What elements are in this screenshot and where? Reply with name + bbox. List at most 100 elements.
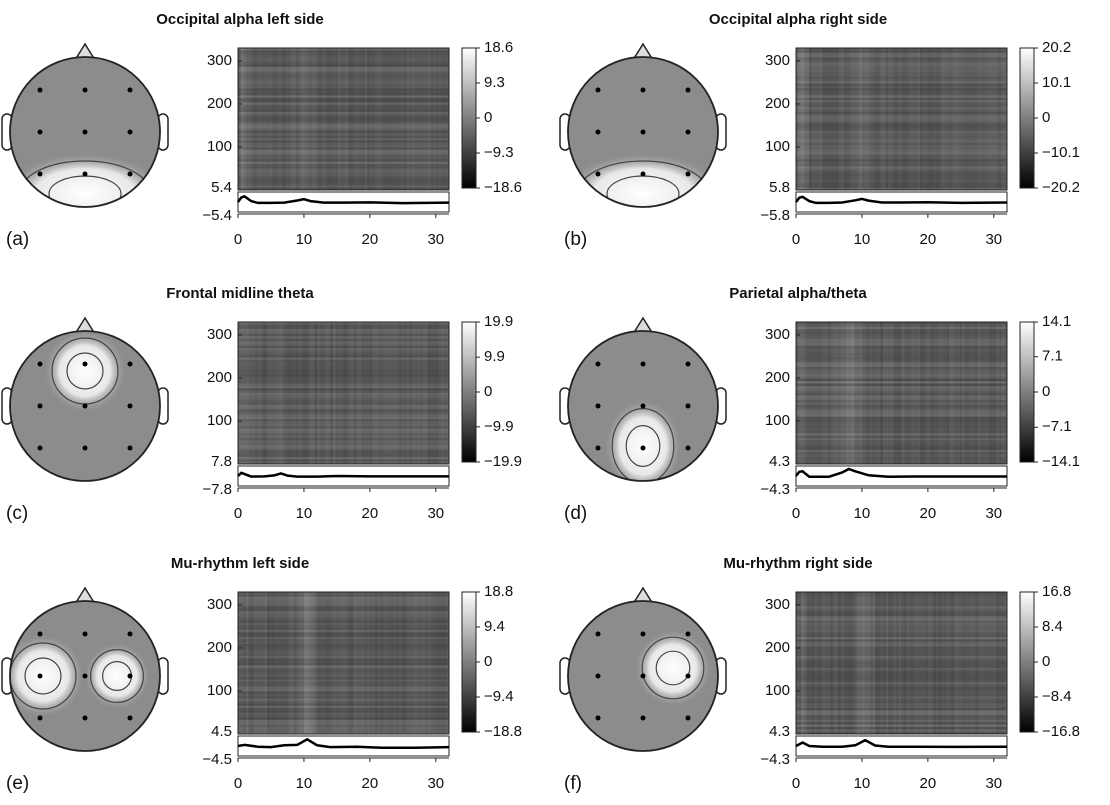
heatmap-stripe xyxy=(948,592,953,734)
y-tick-label: 300 xyxy=(207,52,232,69)
heatmap-row xyxy=(238,724,449,727)
heatmap-stripe xyxy=(398,592,402,734)
heatmap-row xyxy=(796,601,1007,603)
heatmap-stripe xyxy=(983,592,987,734)
heatmap-row xyxy=(238,445,449,448)
heatmap-stripe xyxy=(988,48,992,190)
heatmap-row xyxy=(238,649,449,651)
heatmap-row xyxy=(238,722,449,725)
heatmap-stripe xyxy=(972,322,976,464)
heatmap-stripe xyxy=(422,592,426,734)
heatmap-stripe xyxy=(933,48,937,190)
heatmap-stripe xyxy=(322,322,326,464)
heatmap-stripe xyxy=(325,322,329,464)
colorbar xyxy=(461,47,477,189)
electrode xyxy=(640,673,646,679)
panel-title: Mu-rhythm right side xyxy=(723,555,872,572)
heatmap-row xyxy=(238,454,449,457)
electrode xyxy=(37,87,43,93)
heatmap-stripe xyxy=(996,322,1000,464)
heatmap-stripe xyxy=(311,48,315,190)
heatmap-frame xyxy=(237,47,450,191)
heatmap-stripe xyxy=(430,322,434,464)
heatmap-row xyxy=(796,116,1007,119)
panel: Parietal alpha/theta(d)1002003004.3−4.30… xyxy=(559,285,1080,524)
heatmap-row xyxy=(238,407,449,410)
heatmap-row xyxy=(796,355,1007,357)
heatmap-stripe xyxy=(798,48,802,190)
heatmap-stripe xyxy=(427,48,431,190)
heatmap-row xyxy=(796,176,1007,178)
topomap xyxy=(10,152,160,207)
heatmap-row xyxy=(796,385,1007,389)
heatmap-row xyxy=(238,84,449,86)
heatmap-row xyxy=(796,173,1007,176)
electrode xyxy=(685,361,691,367)
heatmap-stripe xyxy=(375,322,379,464)
heatmap-stripe xyxy=(840,322,844,464)
heatmap-stripe xyxy=(274,48,278,190)
electrode xyxy=(640,361,646,367)
heatmap-stripe xyxy=(840,592,844,734)
heatmap-stripe xyxy=(801,592,805,734)
electrode xyxy=(685,403,691,409)
x-tick-label: 30 xyxy=(985,505,1002,522)
heatmap-stripe xyxy=(909,48,913,190)
topomap xyxy=(633,628,713,708)
heatmap-stripe xyxy=(919,48,923,190)
heatmap-stripe xyxy=(977,48,982,190)
heatmap-stripe xyxy=(951,48,955,190)
electrode xyxy=(37,403,43,409)
topo-contour xyxy=(625,425,661,468)
heatmap-row xyxy=(238,345,449,349)
heatmap-stripe xyxy=(364,592,368,734)
heatmap-stripe xyxy=(404,592,408,734)
heatmap-stripe xyxy=(848,592,852,734)
heatmap-row xyxy=(796,622,1007,626)
heatmap-stripe xyxy=(991,592,995,734)
heatmap-stripe xyxy=(832,592,836,734)
heatmap-row xyxy=(796,350,1007,352)
heatmap-row xyxy=(796,143,1007,145)
heatmap-stripe xyxy=(975,322,979,464)
heatmap-row xyxy=(238,107,449,110)
heatmap-row xyxy=(796,133,1007,135)
heatmap-row xyxy=(238,729,449,732)
heatmap-row xyxy=(238,686,449,690)
heatmap-stripe xyxy=(306,592,310,734)
heatmap-stripe xyxy=(446,322,450,464)
heatmap-stripe xyxy=(885,592,889,734)
heatmap-stripe xyxy=(330,322,334,464)
heatmap-row xyxy=(796,710,1007,713)
heatmap-row xyxy=(238,623,449,625)
heatmap-stripe xyxy=(912,48,916,190)
heatmap-stripe xyxy=(993,48,997,190)
heatmap-stripe xyxy=(890,322,894,464)
nose xyxy=(74,316,96,335)
heatmap-row xyxy=(238,416,449,420)
heatmap-stripe xyxy=(909,322,913,464)
heatmap-row xyxy=(796,334,1007,336)
heatmap-row xyxy=(796,663,1007,666)
colorbar-tick-label: 9.9 xyxy=(484,348,505,365)
heatmap-stripe xyxy=(404,322,408,464)
heatmap-row xyxy=(238,90,449,93)
nose xyxy=(632,586,654,605)
heatmap-row xyxy=(796,185,1007,188)
heatmap-row xyxy=(238,331,449,334)
heatmap-stripe xyxy=(888,322,892,464)
heatmap-row xyxy=(796,331,1007,334)
heatmap-stripe xyxy=(375,592,379,734)
electrode xyxy=(640,715,646,721)
heatmap-stripe xyxy=(888,48,892,190)
heatmap-stripe xyxy=(985,48,989,190)
heatmap-stripe xyxy=(433,48,437,190)
heatmap-row xyxy=(238,642,449,644)
heatmap-stripe xyxy=(267,592,271,734)
heatmap-stripe xyxy=(875,322,879,464)
heatmap-stripe xyxy=(806,592,810,734)
heatmap-row xyxy=(238,133,449,136)
heatmap-row xyxy=(238,719,449,723)
heatmap-row xyxy=(238,166,449,168)
heatmap-row xyxy=(796,147,1007,150)
